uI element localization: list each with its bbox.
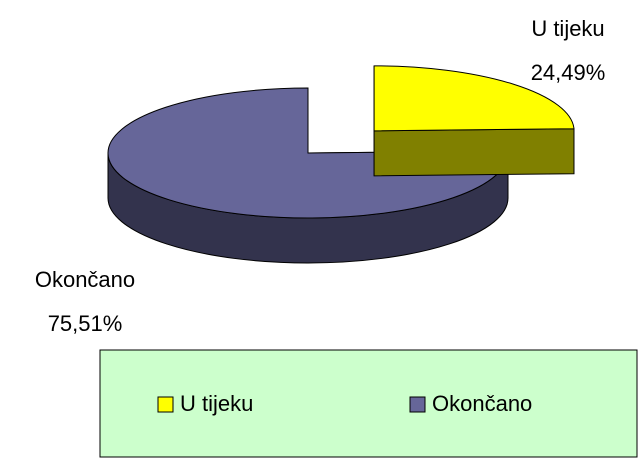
value-label: 24,49% <box>531 60 606 85</box>
legend-box <box>99 349 638 458</box>
legend-label: U tijeku <box>180 391 253 416</box>
slice-side <box>373 128 575 177</box>
legend-label: Okončano <box>432 391 532 416</box>
legend-swatch <box>409 396 426 413</box>
slice <box>107 87 509 219</box>
category-label: U tijeku <box>531 16 604 41</box>
category-label: Okončano <box>35 267 135 292</box>
legend-swatch <box>157 396 174 413</box>
slice <box>373 65 575 132</box>
value-label: 75,51% <box>48 311 123 336</box>
